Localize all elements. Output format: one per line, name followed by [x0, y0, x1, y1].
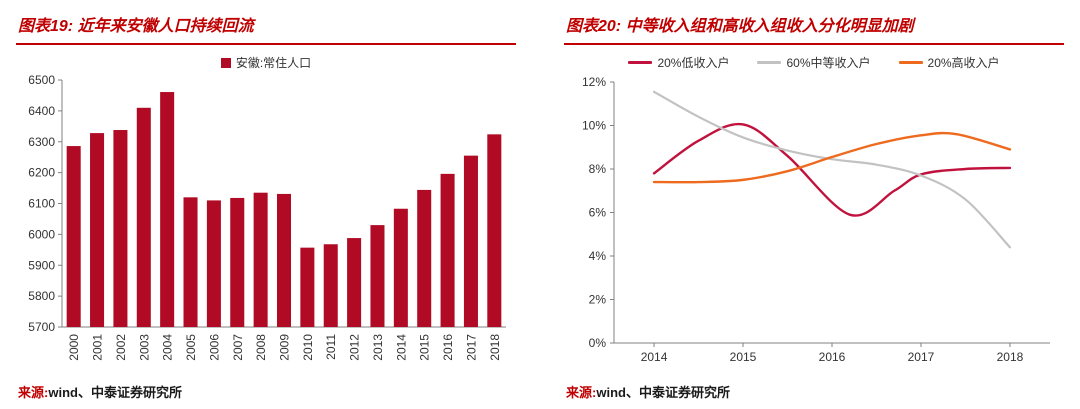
- svg-text:2018: 2018: [997, 350, 1024, 364]
- svg-text:2016: 2016: [819, 350, 846, 364]
- svg-text:5700: 5700: [28, 320, 55, 334]
- anhui-resident-population-bar-chart: 5700 5800 5900 6000 6100 6200 6300 6400 6500 2000…: [16, 72, 516, 377]
- svg-text:2007: 2007: [231, 334, 245, 361]
- svg-text:6100: 6100: [28, 197, 55, 211]
- high-income-line-swatch: [898, 61, 923, 64]
- middle-income-legend-label: 60%中等收入户: [786, 56, 871, 70]
- svg-text:2010: 2010: [301, 334, 315, 361]
- svg-text:0%: 0%: [589, 336, 607, 350]
- high-income-legend-label: 20%高收入户: [927, 56, 1000, 70]
- svg-text:2012: 2012: [348, 334, 362, 361]
- legend-item-high-income: 20%高收入户: [898, 54, 1000, 71]
- bar-legend-swatch: [220, 57, 231, 68]
- middle-income-line-swatch: [757, 61, 782, 64]
- svg-text:2%: 2%: [589, 293, 607, 307]
- svg-text:6000: 6000: [28, 227, 55, 241]
- svg-text:5900: 5900: [28, 258, 55, 272]
- svg-text:2016: 2016: [441, 334, 455, 361]
- svg-text:2002: 2002: [114, 334, 128, 361]
- svg-text:6500: 6500: [28, 73, 55, 87]
- svg-text:6400: 6400: [28, 104, 55, 118]
- svg-text:5800: 5800: [28, 289, 55, 303]
- svg-text:2015: 2015: [730, 350, 757, 364]
- legend-item-anhui-population: 安徽:常住人口: [220, 54, 312, 71]
- low-income-legend-label: 20%低收入户: [657, 56, 730, 70]
- svg-text:2011: 2011: [324, 334, 338, 360]
- svg-text:2004: 2004: [161, 334, 175, 361]
- svg-text:2017: 2017: [464, 334, 478, 361]
- figure-19-source: 来源:wind、中泰证券研究所: [16, 377, 516, 403]
- svg-text:2014: 2014: [641, 350, 668, 364]
- svg-text:2013: 2013: [371, 334, 385, 361]
- svg-text:2017: 2017: [908, 350, 935, 364]
- svg-text:6300: 6300: [28, 135, 55, 149]
- svg-text:2006: 2006: [207, 334, 221, 361]
- figure-20-legend: 20%低收入户 60%中等收入户 20%高收入户: [564, 45, 1064, 72]
- figure-20-title-text: 图表20: 中等收入组和高收入组收入分化明显加剧: [566, 18, 914, 35]
- svg-text:2003: 2003: [137, 334, 151, 361]
- svg-text:2000: 2000: [67, 334, 81, 361]
- svg-text:8%: 8%: [589, 162, 607, 176]
- low-income-line-swatch: [628, 61, 653, 64]
- bar-legend-label: 安徽:常住人口: [235, 56, 312, 70]
- legend-item-middle-income: 60%中等收入户: [757, 54, 871, 71]
- figure-20-panel: 图表20: 中等收入组和高收入组收入分化明显加剧 20%低收入户 60%中等收入…: [564, 8, 1064, 403]
- svg-text:2005: 2005: [184, 334, 198, 361]
- svg-text:2008: 2008: [254, 334, 268, 361]
- svg-text:4%: 4%: [589, 249, 607, 263]
- figure-19-panel: 图表19: 近年来安徽人口持续回流 安徽:常住人口 5700 5800 5900 60…: [16, 8, 516, 403]
- svg-text:6%: 6%: [589, 206, 607, 220]
- svg-text:10%: 10%: [582, 119, 606, 133]
- svg-text:2001: 2001: [91, 334, 105, 361]
- svg-text:2009: 2009: [278, 334, 292, 361]
- figure-19-source-text: wind、中泰证券研究所: [48, 385, 182, 400]
- figure-19-source-label: 来源:: [18, 385, 49, 400]
- svg-text:6200: 6200: [28, 166, 55, 180]
- svg-text:12%: 12%: [582, 75, 606, 89]
- figure-19-legend: 安徽:常住人口: [16, 45, 516, 72]
- figure-20-title: 图表20: 中等收入组和高收入组收入分化明显加剧: [564, 8, 1064, 45]
- svg-text:2018: 2018: [488, 334, 502, 361]
- figure-19-title: 图表19: 近年来安徽人口持续回流: [16, 8, 516, 45]
- figure-20-source-label: 来源:: [566, 385, 597, 400]
- legend-item-low-income: 20%低收入户: [628, 54, 729, 71]
- figure-19-title-text: 图表19: 近年来安徽人口持续回流: [18, 18, 254, 35]
- svg-text:2014: 2014: [394, 334, 408, 361]
- svg-text:2015: 2015: [418, 334, 432, 361]
- figure-20-source-text: wind、中泰证券研究所: [596, 385, 730, 400]
- figure-20-source: 来源:wind、中泰证券研究所: [564, 377, 1064, 403]
- income-group-growth-line-chart: 0% 2% 4% 6% 8% 10% 12% 2014 2015 2016 2017 2018: [564, 72, 1064, 377]
